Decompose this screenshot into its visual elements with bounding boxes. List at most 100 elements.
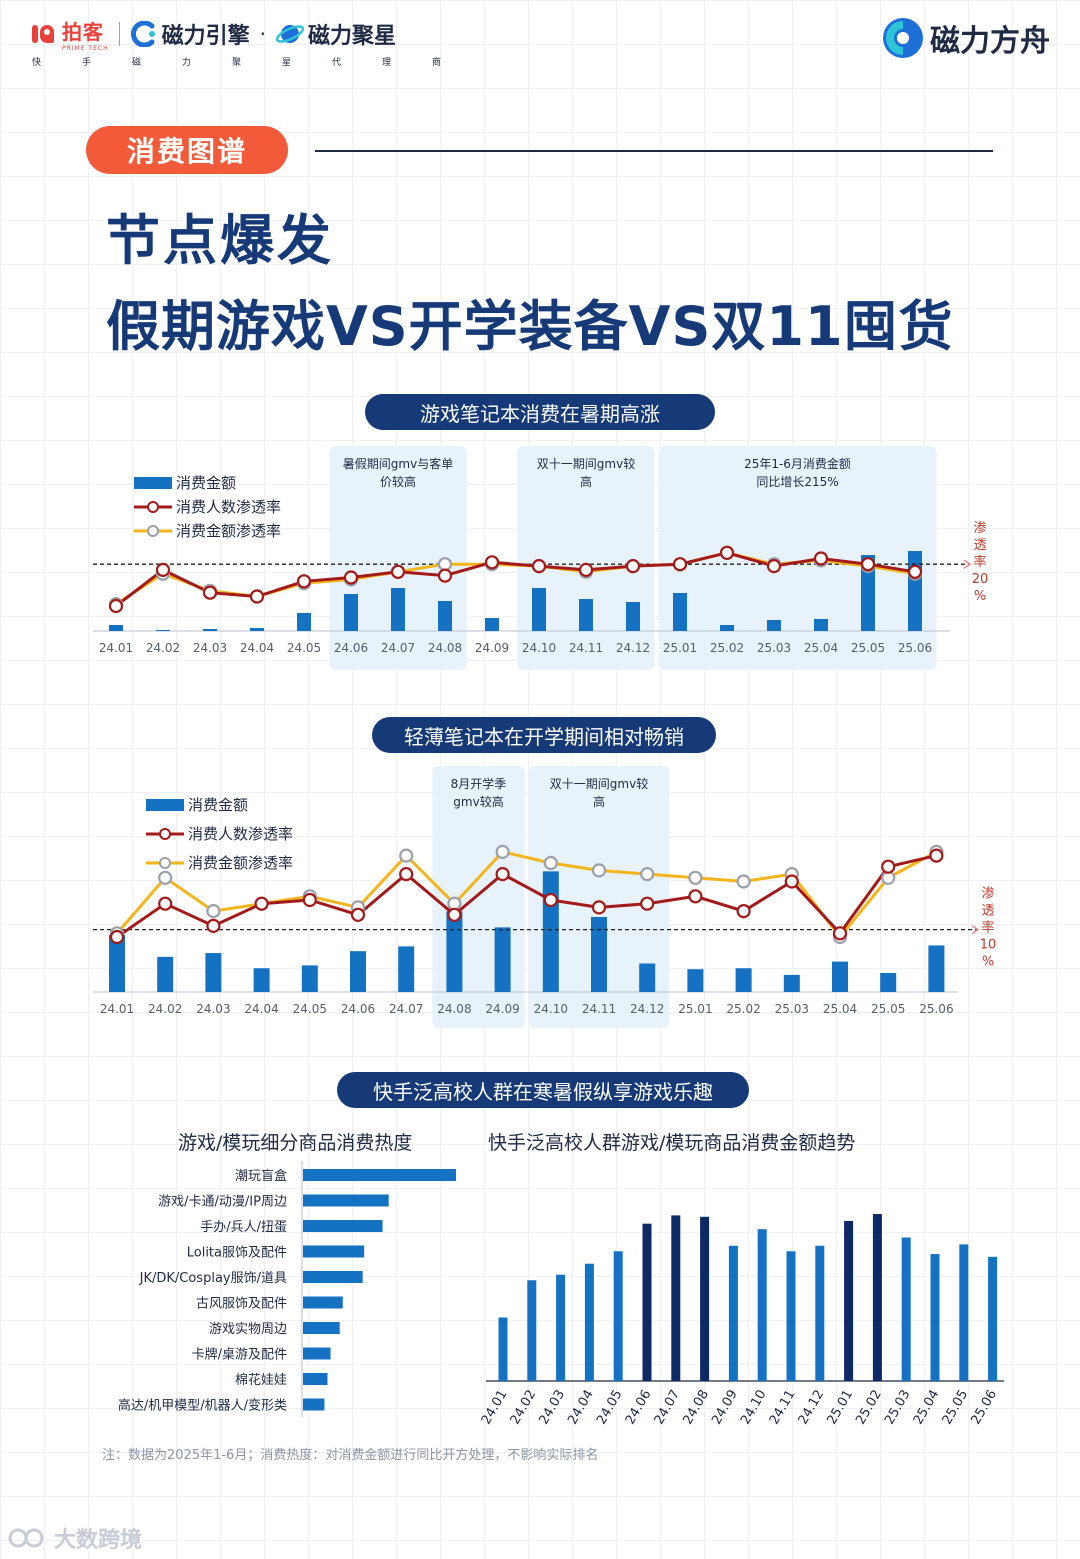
point-people-rate bbox=[907, 564, 923, 579]
annotation-box bbox=[517, 446, 655, 670]
trend-bar bbox=[527, 1280, 537, 1381]
x-tick-label: 24.06 bbox=[341, 1002, 375, 1016]
bar-consumption bbox=[579, 599, 593, 631]
point-people-rate bbox=[672, 557, 688, 572]
point-amount-rate bbox=[688, 870, 703, 885]
trend-title: 快手泛高校人群游戏/模玩商品消费金额趋势 bbox=[488, 1132, 856, 1154]
point-people-rate bbox=[688, 889, 703, 904]
point-people-rate bbox=[832, 926, 848, 941]
point-people-rate bbox=[202, 585, 218, 600]
point-people-rate bbox=[860, 557, 876, 572]
trend-bar bbox=[959, 1244, 969, 1381]
trend-x-label: 24.11 bbox=[767, 1388, 799, 1428]
point-amount-rate bbox=[736, 874, 751, 889]
fangzhou-icon bbox=[883, 18, 923, 58]
agent-caption-char: 快 bbox=[32, 58, 42, 68]
bar-consumption bbox=[253, 968, 270, 992]
trend-bar bbox=[642, 1223, 652, 1381]
annotation-text: 双十一期间gmv较 bbox=[550, 776, 648, 791]
section3-title-pill: 快手泛高校人群在寒暑假纵享游戏乐趣 bbox=[337, 1072, 749, 1108]
agent-caption-char: 理 bbox=[382, 58, 392, 68]
trend-x-label: 24.09 bbox=[709, 1388, 741, 1428]
point-people-rate bbox=[543, 892, 558, 908]
point-people-rate bbox=[155, 562, 171, 577]
point-people-rate bbox=[350, 907, 366, 922]
trend-chart-svg: 24.0124.0224.0324.0424.0524.0624.0724.08… bbox=[479, 1214, 1004, 1428]
point-people-rate bbox=[495, 866, 510, 882]
watermark-text: 大数跨境 bbox=[54, 1528, 143, 1553]
bar-consumption bbox=[767, 620, 781, 631]
annotation-text: 8月开学季 bbox=[451, 776, 507, 791]
bar-consumption bbox=[350, 951, 366, 992]
annotation-box bbox=[329, 446, 467, 670]
point-people-rate bbox=[881, 859, 896, 874]
tag-divider bbox=[315, 150, 993, 152]
trend-bar bbox=[498, 1317, 508, 1381]
trend-bar bbox=[728, 1245, 738, 1381]
trend-bar bbox=[671, 1215, 681, 1381]
agent-caption-char: 星 bbox=[282, 58, 292, 68]
annotation-text: 同比增长215% bbox=[756, 475, 838, 489]
legend-label: 消费金额 bbox=[188, 796, 248, 814]
page-title-line1: 节点爆发 bbox=[106, 209, 334, 272]
x-tick-label: 24.12 bbox=[616, 641, 650, 655]
reference-label: 率 bbox=[981, 920, 994, 936]
trend-x-label: 25.06 bbox=[968, 1388, 1000, 1428]
hbar-category-label: 游戏/卡通/动漫/IP周边 bbox=[158, 1195, 287, 1210]
x-tick-label: 25.04 bbox=[823, 1002, 857, 1016]
x-tick-label: 25.05 bbox=[871, 1002, 905, 1016]
hbar-bar bbox=[303, 1271, 363, 1283]
reference-label: 渗 bbox=[973, 521, 986, 536]
annotation-text: 高 bbox=[580, 474, 592, 489]
bar-consumption bbox=[814, 619, 828, 631]
bar-consumption bbox=[205, 953, 222, 992]
x-tick-label: 24.02 bbox=[146, 641, 180, 655]
legend-people-marker bbox=[147, 501, 159, 513]
point-people-rate bbox=[109, 929, 125, 945]
hbar-bar bbox=[303, 1245, 365, 1258]
bar-consumption bbox=[109, 625, 123, 631]
annotation-box bbox=[528, 766, 670, 1028]
legend-bar-swatch bbox=[134, 477, 172, 489]
hbar-bar bbox=[303, 1322, 340, 1334]
paike-logo: 拍客 PRIME TECH bbox=[32, 16, 109, 52]
watermark-logo-icon bbox=[8, 1528, 44, 1548]
trend-x-label: 24.03 bbox=[536, 1388, 568, 1428]
trend-x-label: 24.10 bbox=[738, 1388, 770, 1428]
bar-consumption bbox=[494, 927, 511, 992]
point-people-rate bbox=[302, 892, 317, 908]
trend-x-label: 25.01 bbox=[824, 1388, 856, 1428]
point-people-rate bbox=[206, 918, 221, 933]
bar-consumption bbox=[398, 946, 415, 992]
bar-consumption bbox=[783, 974, 800, 992]
point-people-rate bbox=[447, 907, 462, 922]
x-tick-label: 25.03 bbox=[757, 641, 791, 655]
x-tick-label: 25.06 bbox=[919, 1002, 953, 1016]
trend-bar bbox=[786, 1251, 796, 1381]
x-tick-label: 24.10 bbox=[522, 641, 556, 655]
x-tick-label: 24.08 bbox=[437, 1002, 471, 1016]
agent-caption-char: 手 bbox=[82, 58, 92, 68]
footnote: 注：数据为2025年1-6月；消费热度：对消费金额进行同比开方处理，不影响实际排… bbox=[102, 1448, 599, 1463]
bar-consumption bbox=[301, 965, 318, 992]
point-people-rate bbox=[736, 904, 751, 919]
trend-bar bbox=[613, 1251, 623, 1381]
logo-group: 拍客 PRIME TECH 磁力引擎 · 磁力聚星 bbox=[32, 16, 396, 52]
legend-bar-swatch bbox=[146, 799, 184, 811]
chart1-title-pill: 游戏笔记本消费在暑期高涨 bbox=[365, 394, 715, 430]
x-tick-label: 24.08 bbox=[428, 641, 462, 655]
bar-consumption bbox=[391, 588, 405, 631]
trend-x-label: 25.05 bbox=[940, 1388, 972, 1428]
trend-bar bbox=[930, 1254, 940, 1381]
chart2-title-pill: 轻薄笔记本在开学期间相对畅销 bbox=[372, 717, 716, 753]
watermark: 大数跨境 bbox=[8, 1522, 142, 1554]
point-amount-rate bbox=[437, 557, 453, 572]
legend-label: 消费人数渗透率 bbox=[176, 498, 281, 516]
x-tick-label: 25.04 bbox=[804, 641, 838, 655]
annotation-text: 暑假期间gmv与客单 bbox=[343, 456, 453, 471]
agent-caption-char: 力 bbox=[182, 58, 192, 68]
cili-fangzhou-logo: 磁力方舟 bbox=[882, 16, 1050, 60]
agent-caption-char: 磁 bbox=[132, 58, 142, 68]
point-amount-rate bbox=[399, 848, 414, 863]
section-tag: 消费图谱 bbox=[86, 126, 288, 174]
